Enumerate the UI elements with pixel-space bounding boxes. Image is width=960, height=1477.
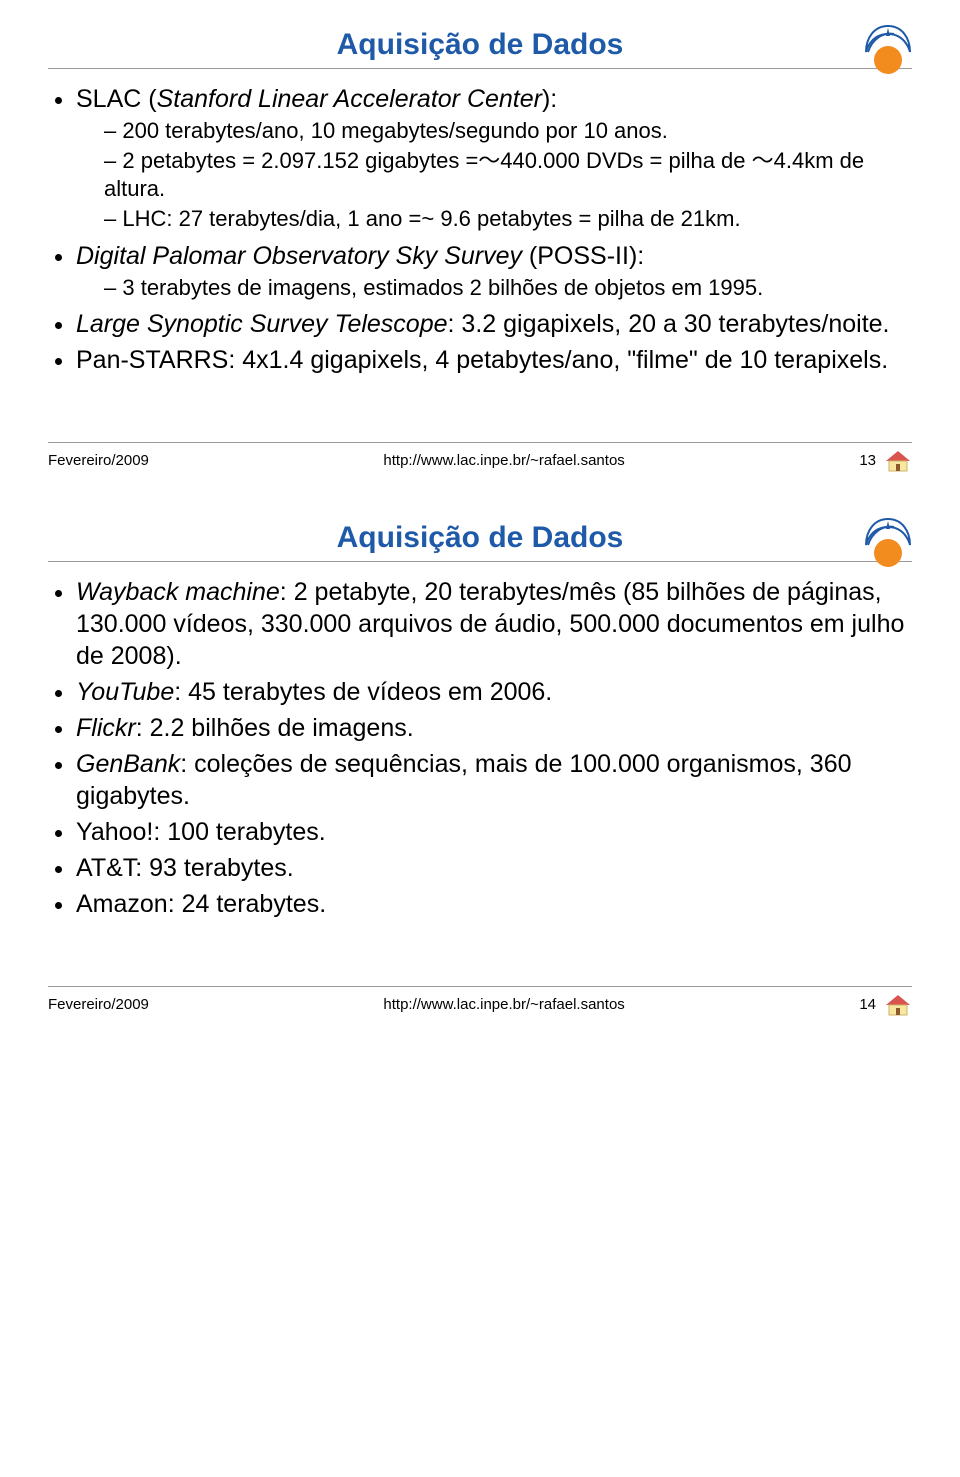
home-icon xyxy=(884,993,912,1017)
footer-url: http://www.lac.inpe.br/~rafael.santos xyxy=(149,996,859,1013)
inpe-logo xyxy=(860,22,916,78)
list-item: SLAC (Stanford Linear Accelerator Center… xyxy=(76,83,912,234)
slide-footer: Fevereiro/2009 http://www.lac.inpe.br/~r… xyxy=(48,442,912,473)
list-item: Amazon: 24 terabytes. xyxy=(76,888,912,920)
list-item: Wayback machine: 2 petabyte, 20 terabyte… xyxy=(76,576,912,672)
sub-item: 200 terabytes/ano, 10 megabytes/segundo … xyxy=(104,117,912,145)
sub-item: 2 petabytes = 2.097.152 gigabytes =～440.… xyxy=(104,147,912,203)
title-rule xyxy=(48,561,912,562)
sub-list: 200 terabytes/ano, 10 megabytes/segundo … xyxy=(76,117,912,234)
list-item: Large Synoptic Survey Telescope: 3.2 gig… xyxy=(76,308,912,340)
list-item: Digital Palomar Observatory Sky Survey (… xyxy=(76,240,912,302)
slide-2: Aquisição de Dados Wayback machine: 2 pe… xyxy=(0,493,960,1037)
slide-1: Aquisição de Dados SLAC (Stanford Linear… xyxy=(0,0,960,493)
slide-footer: Fevereiro/2009 http://www.lac.inpe.br/~r… xyxy=(48,986,912,1017)
title-rule xyxy=(48,68,912,69)
slide-title: Aquisição de Dados xyxy=(48,521,912,555)
footer-page: 14 xyxy=(859,996,876,1013)
inpe-logo xyxy=(860,515,916,571)
bullet-list: Wayback machine: 2 petabyte, 20 terabyte… xyxy=(48,576,912,920)
list-item: GenBank: coleções de sequências, mais de… xyxy=(76,748,912,812)
sub-item: 3 terabytes de imagens, estimados 2 bilh… xyxy=(104,274,912,302)
sub-list: 3 terabytes de imagens, estimados 2 bilh… xyxy=(76,274,912,302)
footer-date: Fevereiro/2009 xyxy=(48,452,149,469)
footer-date: Fevereiro/2009 xyxy=(48,996,149,1013)
list-item: Flickr: 2.2 bilhões de imagens. xyxy=(76,712,912,744)
home-icon xyxy=(884,449,912,473)
footer-page: 13 xyxy=(859,452,876,469)
bullet-list: SLAC (Stanford Linear Accelerator Center… xyxy=(48,83,912,376)
list-item: AT&T: 93 terabytes. xyxy=(76,852,912,884)
list-item: Pan-STARRS: 4x1.4 gigapixels, 4 petabyte… xyxy=(76,344,912,376)
slide-title: Aquisição de Dados xyxy=(48,28,912,62)
sub-item: LHC: 27 terabytes/dia, 1 ano =~ 9.6 peta… xyxy=(104,205,912,233)
list-item: YouTube: 45 terabytes de vídeos em 2006. xyxy=(76,676,912,708)
footer-url: http://www.lac.inpe.br/~rafael.santos xyxy=(149,452,859,469)
list-item: Yahoo!: 100 terabytes. xyxy=(76,816,912,848)
